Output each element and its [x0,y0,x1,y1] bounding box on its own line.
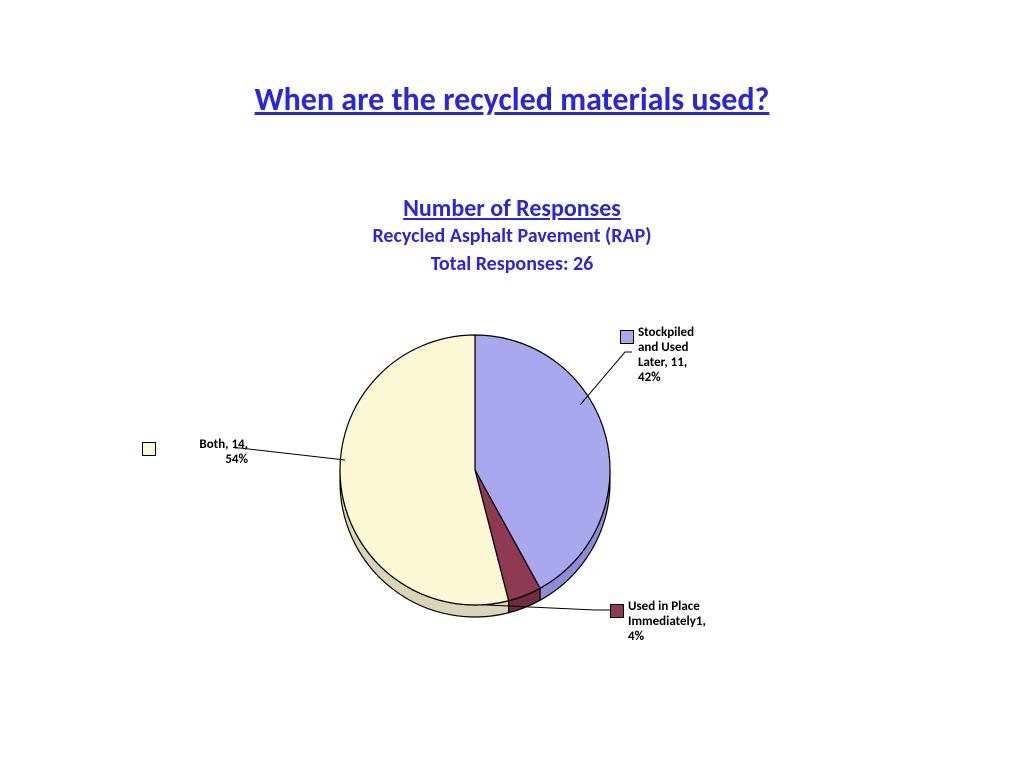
pie-svg [180,310,844,710]
subtitle-line-3: Total Responses: 26 [0,252,1024,276]
pie-chart: Stockpiledand UsedLater, 11,42% Used in P… [180,310,844,710]
page-title: When are the recycled materials used? [0,80,1024,119]
legend-swatch [142,442,156,456]
slice-label: Both, 14,54% [158,438,248,468]
slice-label: Used in PlaceImmediately1,4% [628,600,706,645]
leader-line [235,448,345,460]
legend-swatch [610,604,624,618]
subtitle-line-2: Recycled Asphalt Pavement (RAP) [0,224,1024,248]
slide: When are the recycled materials used? Nu… [0,0,1024,768]
subtitle-line-1: Number of Responses [0,194,1024,223]
slice-label: Stockpiledand UsedLater, 11,42% [638,326,694,386]
legend-swatch [620,330,634,344]
